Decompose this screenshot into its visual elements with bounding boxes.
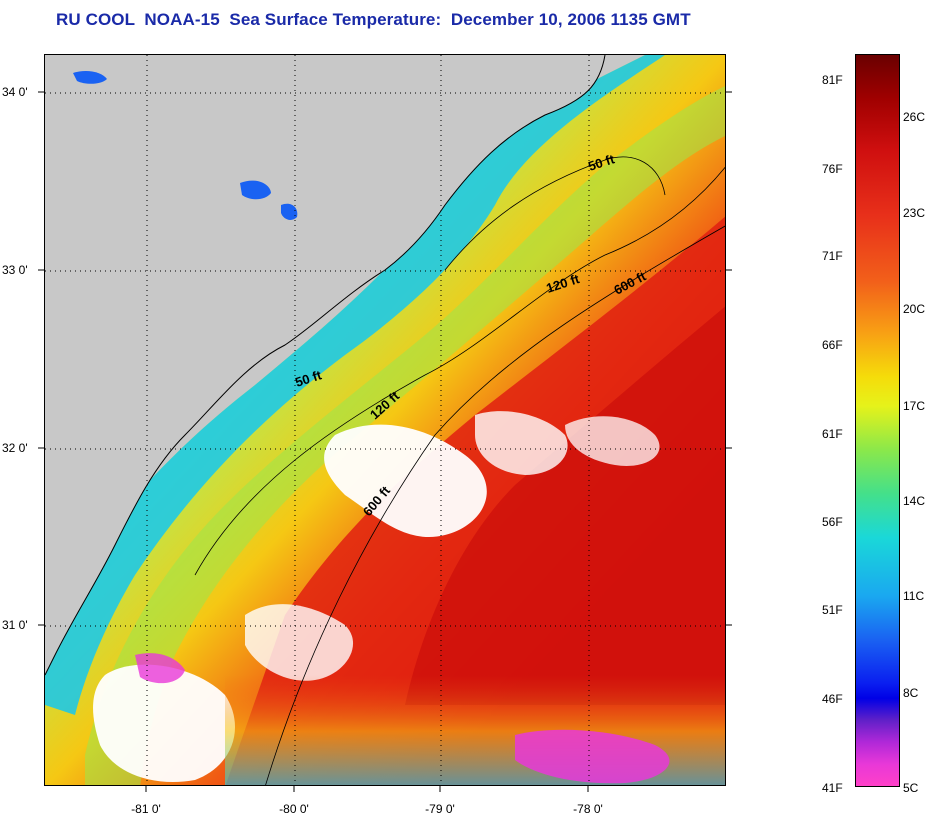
- latitude-label: 33 0': [2, 263, 28, 277]
- colorbar-celsius-label: 26C: [903, 110, 926, 124]
- latitude-label: 32 0': [2, 441, 28, 455]
- colorbar-fahrenheit-label: 46F: [822, 692, 843, 706]
- longitude-label: -79 0': [425, 802, 455, 816]
- colorbar-celsius-label: 20C: [903, 302, 926, 316]
- colorbar-celsius-label: 17C: [903, 399, 926, 413]
- cloud-patch: [324, 424, 487, 537]
- sst-map-graphic: 50 ft 120 ft 600 ft 50 ft 120 ft 600 ft: [45, 55, 725, 785]
- colorbar-celsius-label: 14C: [903, 494, 926, 508]
- temperature-colorbar: [855, 54, 900, 787]
- southern-cold-patch: [515, 729, 670, 784]
- colorbar-fahrenheit-label: 61F: [822, 427, 843, 441]
- longitude-label: -80 0': [279, 802, 309, 816]
- cloud-patch: [93, 664, 236, 782]
- sst-map: 50 ft 120 ft 600 ft 50 ft 120 ft 600 ft: [44, 54, 726, 786]
- cloud-patch: [245, 604, 354, 681]
- isobath-600ft: [265, 225, 725, 785]
- page-title: RU COOL NOAA-15 Sea Surface Temperature:…: [56, 10, 691, 29]
- colorbar-fahrenheit-label: 41F: [822, 781, 843, 795]
- inland-water: [240, 180, 271, 200]
- latitude-label: 31 0': [2, 618, 28, 632]
- colorbar-celsius-label: 8C: [903, 686, 919, 700]
- isobath-120ft: [194, 166, 725, 576]
- land-area: [45, 55, 605, 675]
- colorbar-celsius-label: 23C: [903, 206, 926, 220]
- inland-water: [281, 203, 298, 220]
- longitude-label: -78 0': [573, 802, 603, 816]
- colorbar-fahrenheit-label: 76F: [822, 162, 843, 176]
- colorbar-fahrenheit-label: 81F: [822, 73, 843, 87]
- colorbar-fahrenheit-label: 56F: [822, 515, 843, 529]
- inland-water: [73, 71, 107, 84]
- colorbar-fahrenheit-label: 51F: [822, 603, 843, 617]
- colorbar-fahrenheit-label: 66F: [822, 338, 843, 352]
- cloud-patch: [475, 411, 568, 475]
- graticule: [45, 55, 725, 785]
- isobath-50ft: [444, 156, 666, 271]
- colorbar-celsius-label: 11C: [903, 589, 925, 603]
- coastline: [45, 55, 606, 676]
- colorbar-celsius-label: 5C: [903, 781, 919, 795]
- colorbar-fahrenheit-label: 71F: [822, 249, 843, 263]
- gulf-stream-core: [405, 306, 725, 705]
- longitude-label: -81 0': [131, 802, 161, 816]
- cloud-patch: [565, 416, 660, 466]
- latitude-label: 34 0': [2, 85, 28, 99]
